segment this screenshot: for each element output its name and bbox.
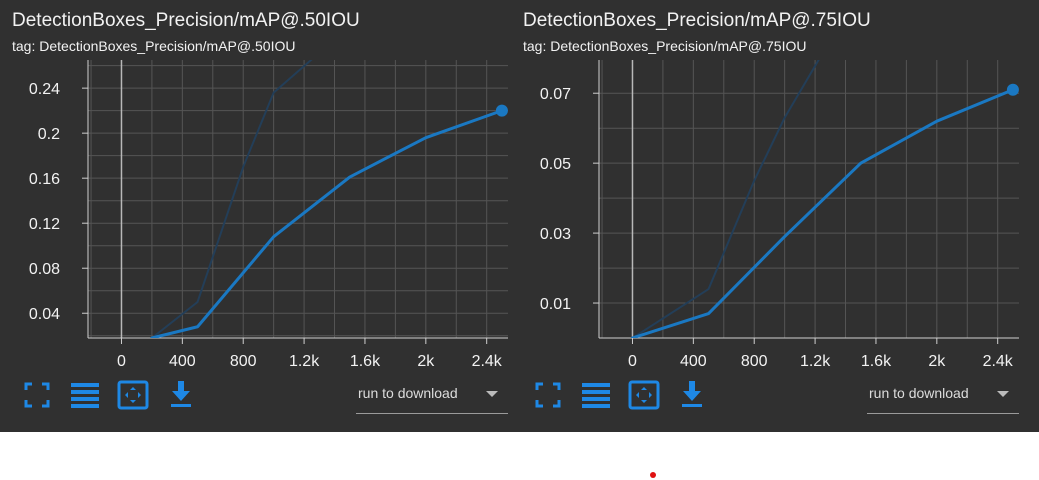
y-tick-label: 0.12 xyxy=(29,216,60,233)
chart-plot[interactable]: 0.04 0.08 0.12 0.16 0.2 0.24 0 400 800 1.2k 1.6k 2k… xyxy=(0,60,510,372)
y-tick-label: 0.07 xyxy=(540,86,571,103)
y-tick-label: 0.2 xyxy=(38,126,60,143)
x-tick-label: 2k xyxy=(417,353,435,370)
data-table-icon xyxy=(71,383,99,408)
fullscreen-icon xyxy=(24,382,50,408)
y-tick-label: 0.04 xyxy=(29,306,60,323)
fullscreen-button[interactable] xyxy=(531,378,565,412)
run-select-label: run to download xyxy=(358,385,458,401)
fit-domain-button[interactable] xyxy=(627,378,661,412)
chart-toolbar: run to download xyxy=(531,378,1021,414)
x-tick-label: 400 xyxy=(169,353,196,370)
chevron-down-icon xyxy=(486,391,498,397)
y-tick-label: 0.24 xyxy=(29,81,60,98)
y-tick-label: 0.08 xyxy=(29,261,60,278)
x-tick-label: 1.2k xyxy=(289,353,320,370)
series-group xyxy=(150,60,504,338)
fullscreen-button[interactable] xyxy=(20,378,54,412)
x-tick-label: 2.4k xyxy=(472,353,503,370)
run-download-select[interactable]: run to download xyxy=(867,378,1019,414)
smoothed-series-line xyxy=(630,88,1015,338)
last-value-point xyxy=(495,104,508,117)
smoothed-series-line xyxy=(150,109,504,338)
x-tick-label: 0 xyxy=(628,353,637,370)
card-tag: tag: DetectionBoxes_Precision/mAP@.75IOU xyxy=(523,38,807,54)
download-icon xyxy=(171,381,191,407)
data-table-button[interactable] xyxy=(68,378,102,412)
chart-toolbar: run to download xyxy=(20,378,510,414)
x-tick-label: 800 xyxy=(741,353,768,370)
fit-domain-icon xyxy=(628,380,660,410)
chevron-down-icon xyxy=(997,391,1009,397)
series-group xyxy=(630,60,1015,338)
y-tick-label: 0.05 xyxy=(540,156,571,173)
data-table-button[interactable] xyxy=(579,378,613,412)
data-table-icon xyxy=(582,383,610,408)
run-download-select[interactable]: run to download xyxy=(356,378,508,414)
fit-domain-icon xyxy=(117,380,149,410)
stray-marker-dot xyxy=(650,472,656,478)
card-title: DetectionBoxes_Precision/mAP@.50IOU xyxy=(12,10,360,31)
chart-plot[interactable]: 0.01 0.03 0.05 0.07 0 400 800 1.2k 1.6k 2k 2.4k xyxy=(511,60,1021,372)
last-value-point xyxy=(1006,83,1019,96)
x-tick-label: 1.2k xyxy=(800,353,831,370)
raw-series-line xyxy=(150,60,313,338)
download-button[interactable] xyxy=(164,378,198,412)
x-tick-label: 1.6k xyxy=(350,353,381,370)
download-button[interactable] xyxy=(675,378,709,412)
x-tick-label: 1.6k xyxy=(861,353,892,370)
card-tag: tag: DetectionBoxes_Precision/mAP@.50IOU xyxy=(12,38,296,54)
y-tick-label: 0.16 xyxy=(29,171,60,188)
chart-card-map75: DetectionBoxes_Precision/mAP@.75IOU tag:… xyxy=(511,0,1021,432)
run-select-label: run to download xyxy=(869,385,969,401)
card-title: DetectionBoxes_Precision/mAP@.75IOU xyxy=(523,10,871,31)
chart-panel-background xyxy=(0,0,1039,432)
x-tick-label: 2.4k xyxy=(983,353,1014,370)
download-icon xyxy=(682,381,702,407)
fullscreen-icon xyxy=(535,382,561,408)
x-tick-label: 800 xyxy=(230,353,257,370)
raw-series-line xyxy=(631,60,820,338)
x-tick-label: 400 xyxy=(680,353,707,370)
fit-domain-button[interactable] xyxy=(116,378,150,412)
x-tick-label: 0 xyxy=(117,353,126,370)
y-tick-label: 0.01 xyxy=(540,296,571,313)
y-tick-label: 0.03 xyxy=(540,226,571,243)
x-tick-label: 2k xyxy=(928,353,946,370)
chart-card-map50: DetectionBoxes_Precision/mAP@.50IOU tag:… xyxy=(0,0,510,432)
